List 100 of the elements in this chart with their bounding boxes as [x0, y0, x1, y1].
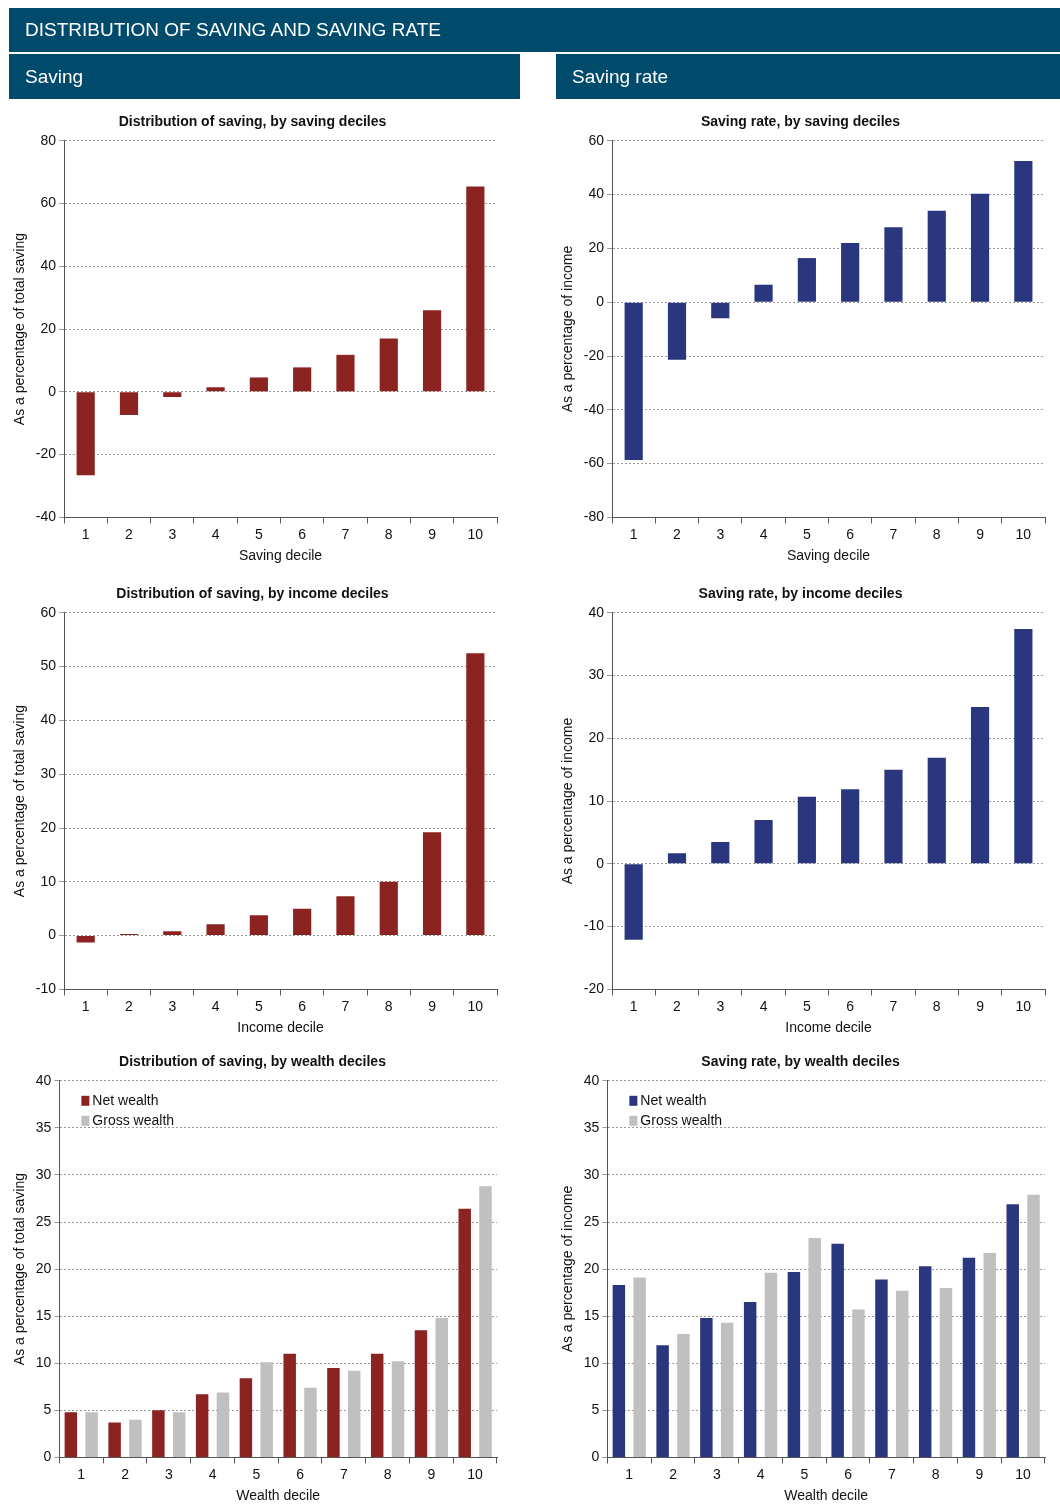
bar [327, 1367, 340, 1457]
x-tick-label: 7 [889, 525, 898, 542]
bar [797, 258, 816, 302]
bar [720, 1322, 734, 1457]
text: Saving [9, 54, 520, 99]
bar [852, 1309, 865, 1457]
bar [841, 789, 860, 864]
x-tick-label: 10 [467, 525, 484, 542]
bar [808, 1238, 821, 1457]
bar [283, 1353, 296, 1457]
y-tick-label: 25 [583, 1212, 600, 1229]
bar [884, 227, 903, 302]
x-tick-label: 9 [976, 525, 985, 542]
y-axis-title: As a percentage of total saving [11, 704, 28, 898]
y-tick-label: -20 [583, 346, 605, 363]
chart-title: Distribution of saving, by income deciles [116, 585, 389, 602]
y-tick-label: 50 [40, 657, 57, 674]
y-tick-label: 0 [48, 926, 57, 943]
y-tick-label: 40 [40, 257, 57, 274]
bar [163, 931, 182, 936]
bar [119, 392, 139, 416]
x-tick-label: 7 [341, 525, 350, 542]
x-tick-label: 8 [932, 997, 941, 1014]
bar [76, 392, 95, 476]
bar [797, 796, 816, 864]
bar [962, 1257, 976, 1457]
bar [336, 354, 355, 392]
x-tick-label: 7 [887, 1465, 896, 1482]
bar [129, 1419, 142, 1457]
y-tick-label: 30 [35, 1165, 52, 1182]
y-tick-label: 0 [596, 293, 605, 310]
y-tick-label: -40 [583, 400, 605, 417]
x-tick-label: 2 [673, 997, 682, 1014]
x-tick-label: 4 [208, 1465, 217, 1482]
legend-label: Gross wealth [640, 1111, 723, 1128]
bar [983, 1253, 996, 1457]
x-tick-label: 3 [716, 525, 725, 542]
y-tick-label: 20 [583, 1259, 600, 1276]
y-tick-label: 5 [591, 1401, 600, 1418]
x-tick-label: 1 [81, 997, 90, 1014]
bar [435, 1318, 448, 1457]
bar [422, 310, 442, 392]
y-tick-label: 40 [583, 1071, 600, 1088]
y-tick-label: 15 [35, 1307, 52, 1324]
bar [875, 1279, 888, 1457]
x-axis-title: Wealth decile [784, 1487, 869, 1504]
x-tick-label: 2 [673, 525, 682, 542]
x-tick-label: 6 [298, 525, 307, 542]
y-tick-label: -40 [35, 508, 57, 525]
bar [700, 1318, 713, 1457]
bar [304, 1387, 317, 1457]
x-tick-label: 4 [211, 525, 220, 542]
x-tick-label: 3 [712, 1465, 721, 1482]
x-axis-title: Income decile [237, 1019, 324, 1036]
y-tick-label: 15 [583, 1307, 600, 1324]
bar [293, 908, 312, 936]
y-tick-label: 10 [35, 1354, 52, 1371]
y-tick-label: 20 [588, 239, 605, 256]
x-tick-label: 3 [168, 525, 177, 542]
chart-title: Distribution of saving, by wealth deciles [119, 1053, 387, 1070]
x-tick-label: 8 [384, 997, 393, 1014]
y-tick-label: 40 [35, 1071, 52, 1088]
y-tick-label: 10 [588, 791, 605, 808]
text: Saving rate [556, 54, 1060, 99]
x-tick-label: 8 [931, 1465, 940, 1482]
x-tick-label: 1 [77, 1465, 86, 1482]
x-tick-label: 5 [254, 997, 263, 1014]
bar [884, 769, 903, 864]
chart-title: Saving rate, by saving deciles [700, 113, 901, 130]
y-tick-label: 10 [583, 1354, 600, 1371]
y-tick-label: 40 [588, 185, 605, 202]
x-tick-label: 10 [1015, 1465, 1032, 1482]
x-tick-label: 2 [125, 525, 134, 542]
x-tick-label: 6 [296, 1465, 305, 1482]
bar [195, 1394, 209, 1457]
x-tick-label: 1 [629, 997, 638, 1014]
bar [64, 1412, 78, 1457]
y-tick-label: 0 [591, 1448, 600, 1465]
bar [206, 924, 225, 936]
bar [711, 302, 730, 319]
bar [624, 302, 643, 461]
bar [667, 302, 687, 360]
bar [414, 1330, 428, 1457]
y-tick-label: -20 [583, 980, 605, 997]
bar [841, 243, 860, 302]
bar [239, 1378, 253, 1457]
bar [656, 1345, 669, 1457]
x-tick-label: 5 [802, 997, 811, 1014]
bar [624, 864, 643, 940]
x-tick-label: 4 [211, 997, 220, 1014]
y-tick-label: 0 [48, 382, 57, 399]
bar [927, 757, 946, 864]
bar [108, 1422, 121, 1457]
y-axis-title: As a percentage of income [559, 245, 576, 413]
x-tick-label: 2 [121, 1465, 130, 1482]
y-tick-label: 60 [40, 194, 57, 211]
x-tick-label: 9 [975, 1465, 984, 1482]
y-tick-label: 60 [588, 131, 605, 148]
y-tick-label: 60 [40, 603, 57, 620]
x-tick-label: 4 [759, 997, 768, 1014]
